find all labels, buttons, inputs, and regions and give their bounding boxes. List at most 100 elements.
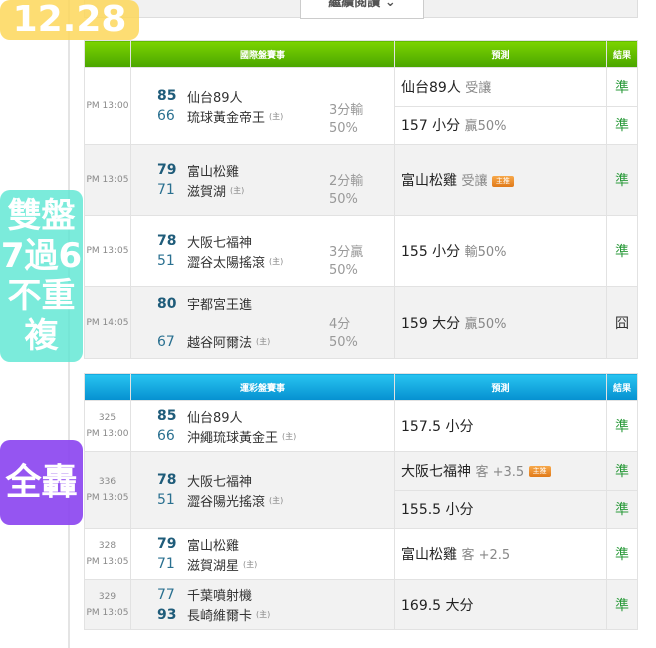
- result-cell: 準: [606, 215, 638, 287]
- game-number: 336: [98, 477, 117, 487]
- prediction-cell: 富山松雞 受讓 主推: [394, 144, 607, 216]
- prediction-main: 157.5 小分: [401, 419, 474, 435]
- game-number: 325: [98, 413, 117, 423]
- prediction-cell: 155.5 小分: [394, 489, 607, 529]
- game-time: PM 13:05: [86, 246, 129, 256]
- away-score: 78: [157, 233, 177, 249]
- table-row: 157 小分 贏50% 準: [85, 105, 638, 145]
- host-marker: (主): [243, 559, 258, 569]
- prediction-main: 159 大分: [401, 315, 461, 332]
- spread-pct: 50%: [329, 192, 358, 207]
- home-score: 51: [157, 253, 175, 269]
- promo-overlay: 雙盤7過6 不重複: [0, 190, 83, 362]
- header-result: 結果: [606, 373, 638, 401]
- prediction-cell: 大阪七福神 客 +3.5 主推: [394, 451, 607, 491]
- time-cell: PM 13:00: [84, 67, 131, 145]
- recommend-tag: 主推: [491, 175, 514, 187]
- spread: 4分: [329, 317, 351, 332]
- spread-result: 3分輸 50%: [329, 102, 379, 138]
- match-cell: 78 大阪七福神 51 澀谷太陽搖滾 (主) 3分贏 50%: [130, 215, 395, 287]
- home-score: 51: [157, 492, 175, 508]
- spread-result: 4分 50%: [329, 316, 379, 352]
- table-row: 325 PM 13:00 85 仙台89人 66 沖繩琉球黃金王 (主) 157.5 小…: [84, 400, 638, 452]
- prediction-main: 155.5 小分: [401, 502, 474, 519]
- home-team: 琉球黃金帝王: [187, 110, 266, 126]
- spread-result: 3分贏 50%: [329, 244, 379, 280]
- time-cell: 329 PM 13:05: [84, 579, 131, 630]
- match-cell: 79 富山松雞 71 滋賀湖 (主) 2分輸 50%: [130, 144, 395, 216]
- header-match: 國際盤賽事: [130, 40, 395, 68]
- table-row: PM 13:05 78 大阪七福神 51 澀谷太陽搖滾 (主) 3分贏 50% 155 …: [84, 215, 638, 287]
- home-team: 滋賀湖: [187, 184, 227, 200]
- host-marker: (主): [269, 111, 284, 121]
- time-cell: PM 14:05: [84, 286, 131, 359]
- promo-line: 雙盤7過6: [0, 196, 83, 276]
- game-time: PM 13:05: [86, 175, 129, 185]
- home-team: 滋賀湖星: [187, 558, 240, 574]
- result-cell: 準: [606, 579, 638, 630]
- result-cell: 囧: [606, 286, 638, 359]
- match-cell: 80 宇都宮王進 67 越谷阿爾法 (主) 4分 50%: [130, 286, 395, 359]
- match-cell: 78 大阪七福神 51 澀谷陽光搖滾 (主): [130, 451, 395, 529]
- promo-line: 不重複: [7, 276, 76, 356]
- away-score: 85: [157, 88, 177, 104]
- time-cell: PM 13:05: [84, 144, 131, 216]
- game-time: PM 13:00: [86, 101, 129, 111]
- host-marker: (主): [256, 337, 271, 346]
- spread-pct: 50%: [329, 335, 358, 350]
- prediction-main: 富山松雞: [401, 547, 457, 563]
- away-score: 79: [157, 162, 177, 178]
- home-team: 澀谷太陽搖滾: [187, 255, 266, 271]
- table-row: PM 13:05 79 富山松雞 71 滋賀湖 (主) 2分輸 50% 富山松雞 受讓 …: [84, 144, 638, 216]
- host-marker: (主): [256, 610, 271, 619]
- table-row: 329 PM 13:05 77 千葉噴射機 93 長崎維爾卡 (主) 169.5 大分 …: [84, 579, 638, 630]
- home-score: 66: [157, 428, 175, 444]
- header-prediction: 預測: [394, 373, 607, 401]
- spread-pct: 50%: [329, 263, 358, 278]
- match-cell: 77 千葉噴射機 93 長崎維爾卡 (主): [130, 579, 395, 630]
- table-row: 155.5 小分 準: [85, 489, 638, 529]
- away-team: 仙台89人: [187, 410, 243, 426]
- host-marker: (主): [230, 185, 245, 195]
- home-score: 71: [157, 182, 175, 198]
- time-cell: 336 PM 13:05: [84, 451, 131, 529]
- spread: 3分輸: [329, 103, 364, 118]
- game-number: 329: [98, 591, 117, 602]
- away-team: 仙台89人: [187, 90, 243, 106]
- prediction-detail: 贏50%: [464, 119, 507, 135]
- prediction-main: 157 小分: [401, 118, 461, 135]
- away-score: 78: [157, 472, 177, 488]
- match-cell: 85 仙台89人 66 沖繩琉球黃金王 (主): [130, 400, 395, 452]
- host-marker: (主): [282, 431, 297, 441]
- home-team: 沖繩琉球黃金王: [187, 430, 279, 446]
- table-row: 336 PM 13:05 78 大阪七福神 51 澀谷陽光搖滾 (主) 大阪七福神 客 …: [84, 451, 638, 529]
- prediction-detail: 客 +3.5: [475, 464, 525, 480]
- prediction-main: 155 小分: [401, 244, 461, 260]
- result-cell: 準: [606, 105, 638, 145]
- prediction-cell: 富山松雞 客 +2.5: [394, 528, 607, 580]
- result-cell: 準: [606, 528, 638, 580]
- away-team: 富山松雞: [187, 164, 240, 180]
- game-time: PM 13:05: [86, 493, 129, 503]
- home-score: 66: [157, 108, 175, 124]
- game-time: PM 13:05: [86, 607, 129, 618]
- prediction-main: 富山松雞: [401, 173, 457, 189]
- result-cell: 準: [606, 67, 638, 107]
- match-cell: 79 富山松雞 71 滋賀湖星 (主): [130, 528, 395, 580]
- header-match: 運彩盤賽事: [130, 373, 395, 401]
- header-result: 結果: [606, 40, 638, 68]
- away-score: 77: [157, 586, 175, 603]
- spread: 3分贏: [329, 245, 364, 260]
- match-cell: 85 仙台89人 66 琉球黃金帝王 (主) 3分輸 50%: [130, 67, 395, 145]
- read-more-button[interactable]: 繼續閱讀 ⌄: [300, 0, 424, 19]
- away-score: 85: [157, 408, 177, 424]
- result-cell: 準: [606, 489, 638, 529]
- prediction-detail: 贏50%: [464, 316, 507, 332]
- spread-result: 2分輸 50%: [329, 173, 379, 209]
- table-row: PM 13:00 85 仙台89人 66 琉球黃金帝王 (主) 3分輸 50% 仙台89…: [84, 67, 638, 145]
- prediction-main: 仙台89人: [401, 79, 461, 96]
- table-row: PM 14:05 80 宇都宮王進 67 越谷阿爾法 (主) 4分 50% 159 大分…: [84, 286, 638, 359]
- away-team: 千葉噴射機: [187, 589, 253, 604]
- home-team: 越谷阿爾法: [187, 336, 253, 351]
- prediction-cell: 157 小分 贏50%: [394, 105, 607, 145]
